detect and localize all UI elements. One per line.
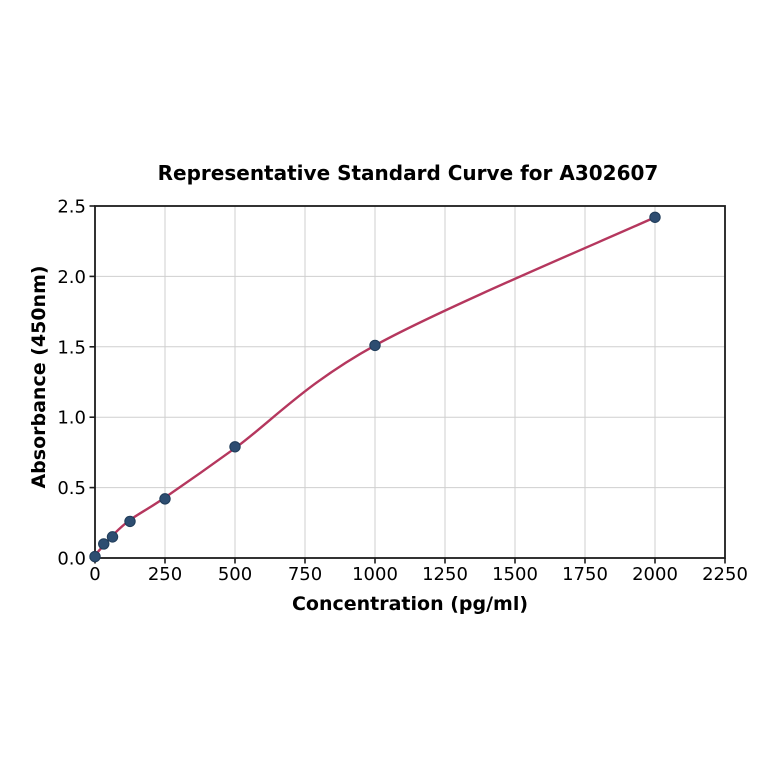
data-point xyxy=(98,538,110,550)
x-tick-label: 750 xyxy=(288,564,322,585)
x-tick-label: 500 xyxy=(218,564,252,585)
gridlines xyxy=(94,205,726,559)
data-points xyxy=(89,211,661,563)
x-tick-label: 250 xyxy=(148,564,182,585)
y-tick-label: 1.0 xyxy=(57,408,86,429)
x-axis-label: Concentration (pg/ml) xyxy=(292,593,528,615)
x-tick-label: 1000 xyxy=(352,564,398,585)
data-point xyxy=(369,339,381,352)
plot-border xyxy=(94,205,726,559)
x-tick-label: 2000 xyxy=(632,564,678,585)
y-tick-label: 2.0 xyxy=(57,267,86,288)
x-tick-label: 0 xyxy=(89,564,100,585)
data-point xyxy=(649,211,661,223)
y-tick-labels: 0.0 0.5 1.0 1.5 2.0 2.5 xyxy=(57,197,86,570)
data-point xyxy=(229,441,241,453)
chart-title: Representative Standard Curve for A30260… xyxy=(158,161,659,185)
y-axis-label: Absorbance (450nm) xyxy=(28,265,50,488)
x-tick-labels: 0 250 500 750 1000 1250 1500 1750 2000 2… xyxy=(89,564,748,585)
x-tick-label: 1250 xyxy=(422,564,468,585)
y-tick-label: 0.0 xyxy=(57,549,86,570)
data-point xyxy=(124,515,136,528)
data-point xyxy=(89,550,101,563)
x-tick-label: 1750 xyxy=(562,564,608,585)
y-tick-label: 0.5 xyxy=(57,478,86,499)
x-tick-label: 2250 xyxy=(702,564,748,585)
y-tick-label: 1.5 xyxy=(57,337,86,358)
x-tick-label: 1500 xyxy=(492,564,538,585)
data-point xyxy=(159,493,171,505)
axis-tick-marks xyxy=(89,205,726,564)
data-point xyxy=(106,531,119,543)
y-tick-label: 2.5 xyxy=(57,197,86,218)
